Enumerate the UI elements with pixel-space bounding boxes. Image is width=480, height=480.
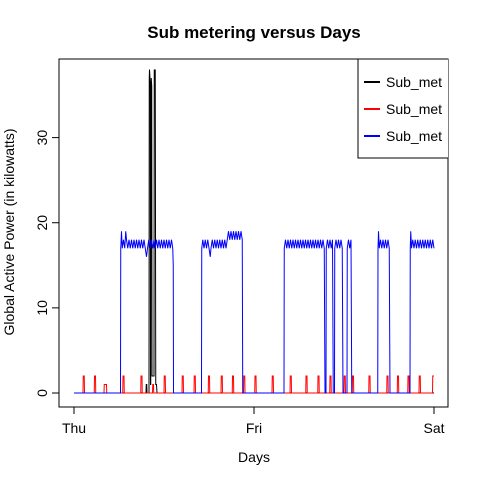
series-line-1 — [74, 69, 434, 394]
y-axis-label: Global Active Power (in kilowatts) — [1, 129, 17, 336]
series-line-2 — [74, 375, 434, 394]
y-tick-label: 0 — [34, 389, 50, 397]
x-tick-label: Sat — [423, 420, 444, 436]
chart-title: Sub metering versus Days — [147, 23, 361, 42]
legend-label: Sub_met — [386, 128, 442, 144]
legend-label: Sub_met — [386, 74, 442, 90]
y-tick-label: 20 — [34, 215, 50, 231]
series-layer — [74, 69, 435, 394]
y-tick-label: 10 — [34, 300, 50, 316]
x-tick-label: Thu — [62, 420, 86, 436]
legend: Sub_met Sub_met Sub_met — [357, 58, 448, 159]
y-axis: 0 10 20 30 — [34, 130, 60, 397]
legend-label: Sub_met — [386, 101, 442, 117]
x-axis: Thu Fri Sat — [62, 406, 445, 436]
series-line-3 — [74, 231, 435, 394]
legend-box: Sub_met Sub_met Sub_met — [357, 58, 448, 159]
x-tick-label: Fri — [246, 420, 262, 436]
x-axis-label: Days — [238, 449, 270, 465]
y-tick-label: 30 — [34, 130, 50, 146]
